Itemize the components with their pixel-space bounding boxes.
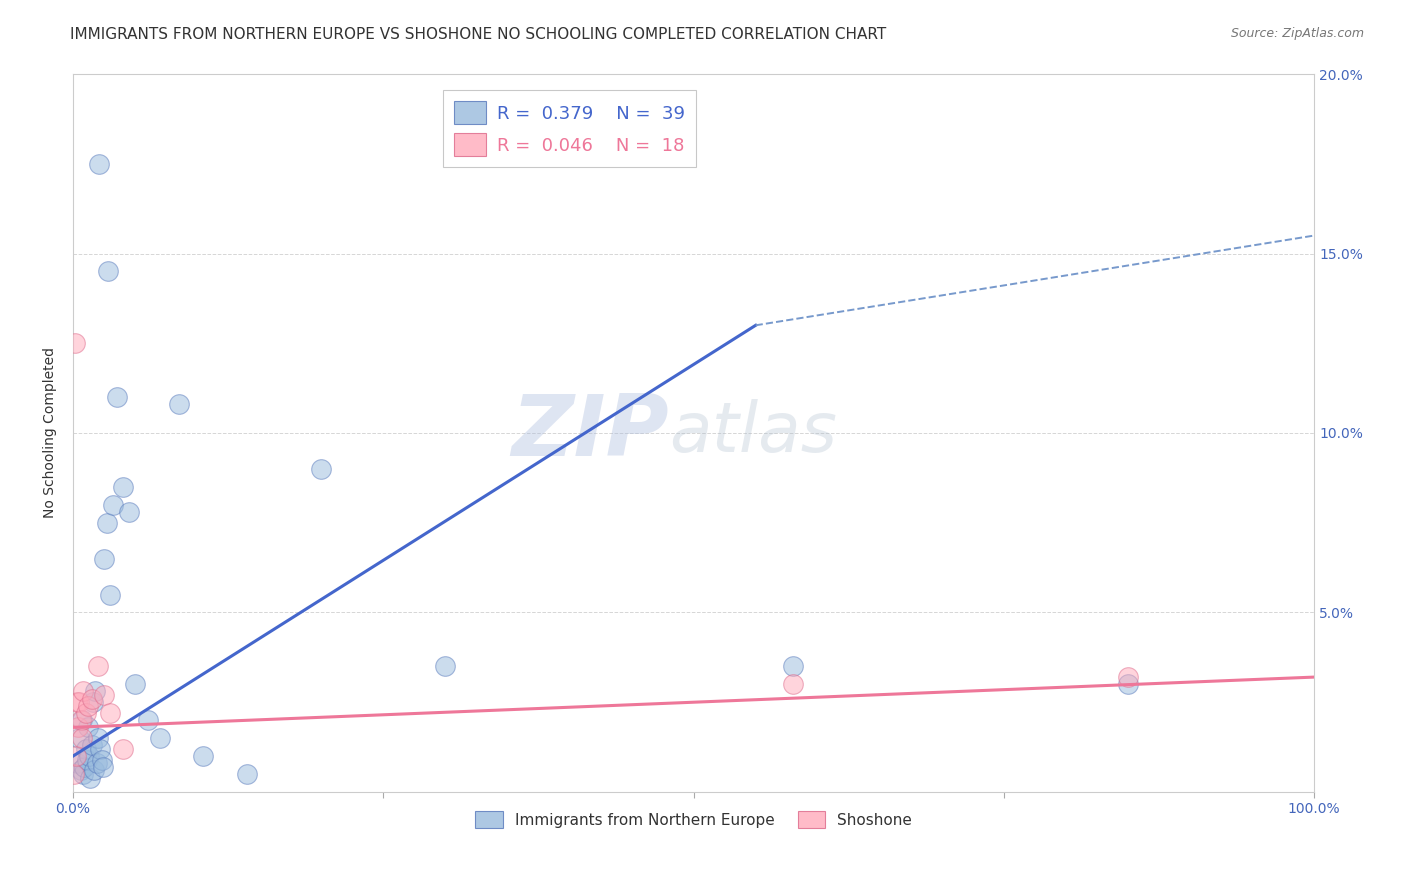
Point xyxy=(149,731,172,745)
Point xyxy=(63,767,86,781)
Point xyxy=(236,767,259,781)
Point xyxy=(76,753,98,767)
Point xyxy=(1116,670,1139,684)
Point xyxy=(90,753,112,767)
Point xyxy=(72,767,94,781)
Point xyxy=(311,462,333,476)
Point xyxy=(67,720,90,734)
Point xyxy=(82,695,104,709)
Point xyxy=(80,691,103,706)
Point xyxy=(89,742,111,756)
Text: Source: ZipAtlas.com: Source: ZipAtlas.com xyxy=(1230,27,1364,40)
Point xyxy=(83,764,105,778)
Point xyxy=(124,677,146,691)
Point xyxy=(193,749,215,764)
Text: IMMIGRANTS FROM NORTHERN EUROPE VS SHOSHONE NO SCHOOLING COMPLETED CORRELATION C: IMMIGRANTS FROM NORTHERN EUROPE VS SHOSH… xyxy=(70,27,887,42)
Point xyxy=(66,756,89,771)
Point xyxy=(75,742,97,756)
Point xyxy=(111,742,134,756)
Point xyxy=(67,695,90,709)
Point xyxy=(77,749,100,764)
Point xyxy=(69,764,91,778)
Point xyxy=(105,390,128,404)
Point xyxy=(77,720,100,734)
Point xyxy=(80,739,103,753)
Point xyxy=(96,516,118,530)
Point xyxy=(84,684,107,698)
Point xyxy=(98,588,121,602)
Point xyxy=(118,505,141,519)
Text: atlas: atlas xyxy=(669,400,837,467)
Point xyxy=(101,498,124,512)
Point xyxy=(73,760,96,774)
Point xyxy=(93,551,115,566)
Point xyxy=(66,695,89,709)
Point xyxy=(63,336,86,351)
Point xyxy=(111,480,134,494)
Point xyxy=(782,659,804,673)
Point xyxy=(79,771,101,785)
Point xyxy=(75,706,97,720)
Point xyxy=(72,684,94,698)
Point xyxy=(1116,677,1139,691)
Point xyxy=(97,264,120,278)
Point xyxy=(93,688,115,702)
Point xyxy=(136,713,159,727)
Point xyxy=(87,731,110,745)
Point xyxy=(434,659,457,673)
Point xyxy=(65,749,87,764)
Point xyxy=(77,698,100,713)
Point xyxy=(167,397,190,411)
Point xyxy=(67,731,90,745)
Point xyxy=(98,706,121,720)
Point xyxy=(782,677,804,691)
Point xyxy=(87,659,110,673)
Point xyxy=(70,713,93,727)
Text: ZIP: ZIP xyxy=(512,392,669,475)
Point xyxy=(69,713,91,727)
Point xyxy=(89,157,111,171)
Y-axis label: No Schooling Completed: No Schooling Completed xyxy=(44,348,58,518)
Point xyxy=(91,760,114,774)
Point xyxy=(86,756,108,771)
Legend: Immigrants from Northern Europe, Shoshone: Immigrants from Northern Europe, Shoshon… xyxy=(470,805,918,835)
Point xyxy=(70,731,93,745)
